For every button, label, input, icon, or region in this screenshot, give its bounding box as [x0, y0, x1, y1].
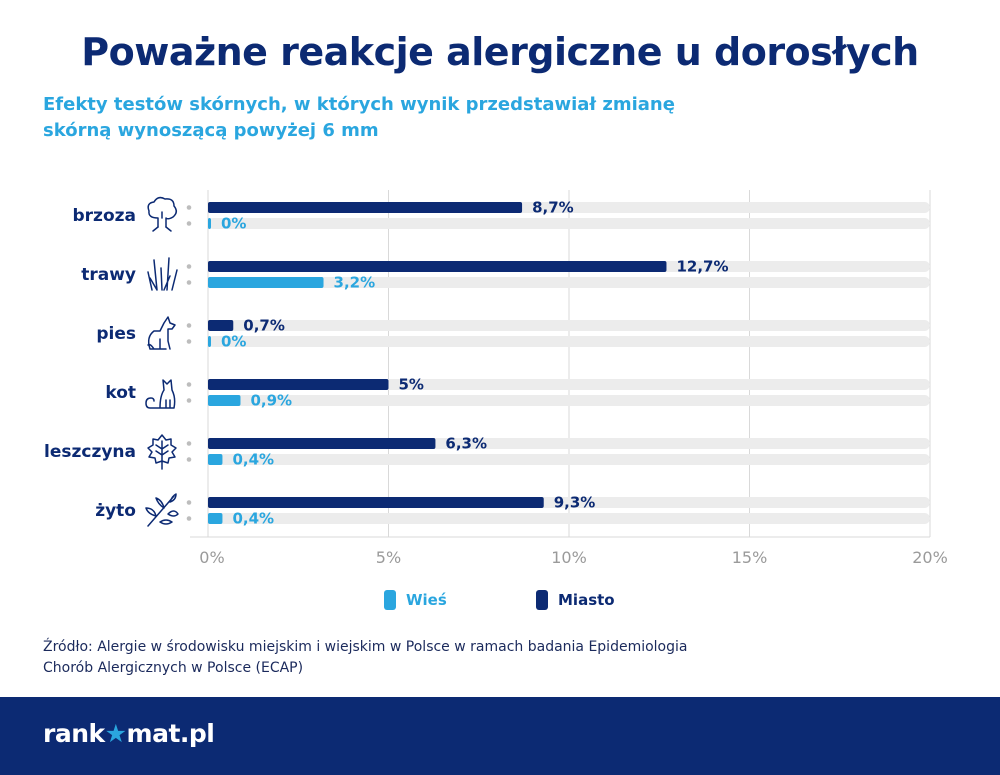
- bar-wies: [208, 454, 223, 465]
- bar-chart: 0% 5% 10% 15% 20% brzoza 8,7% 0% trawy 12,7% 3,2% p…: [44, 190, 948, 567]
- bar-track: [208, 513, 930, 524]
- dog-icon: [147, 316, 176, 350]
- subtitle-line-2: skórną wynoszącą powyżej 6 mm: [43, 120, 379, 141]
- logo-text-part2: mat.pl: [126, 719, 215, 748]
- row-tick-dot: [186, 323, 192, 328]
- cat-icon: [145, 379, 176, 409]
- bar-track: [208, 320, 930, 331]
- value-label-miasto: 6,3%: [445, 435, 487, 453]
- row-tick-dot: [186, 398, 192, 403]
- legend-swatch-miasto: [536, 590, 548, 610]
- row-tick-dot: [186, 221, 192, 226]
- source-line-1: Źródło: Alergie w środowisku miejskim i …: [43, 639, 688, 655]
- bar-track: [208, 218, 930, 229]
- value-label-wies: 0%: [221, 215, 246, 233]
- row-tick-dot: [186, 441, 192, 446]
- category-label: leszczyna: [44, 442, 136, 462]
- leaf-icon: [147, 434, 177, 470]
- row-tick-dot: [186, 264, 192, 269]
- bar-miasto: [208, 438, 436, 449]
- x-tick-label: 0%: [199, 548, 224, 567]
- row-tick-dot: [186, 516, 192, 521]
- value-label-miasto: 5%: [399, 376, 424, 394]
- row-tick-dot: [186, 339, 192, 344]
- category-label: pies: [96, 324, 136, 344]
- bar-miasto: [208, 261, 667, 272]
- category-label: trawy: [81, 265, 136, 285]
- bar-wies: [208, 395, 241, 406]
- subtitle-line-1: Efekty testów skórnych, w których wynik …: [43, 94, 675, 115]
- value-label-miasto: 8,7%: [532, 199, 574, 217]
- value-label-wies: 3,2%: [334, 274, 376, 292]
- value-label-wies: 0,9%: [250, 392, 292, 410]
- value-label-wies: 0%: [221, 333, 246, 351]
- bar-miasto: [208, 320, 234, 331]
- legend-swatch-wies: [384, 590, 396, 610]
- value-label-miasto: 12,7%: [676, 258, 728, 276]
- bar-wies: [208, 218, 211, 229]
- row-tick-dot: [186, 457, 192, 462]
- bar-miasto: [208, 379, 389, 390]
- bar-miasto: [208, 202, 523, 213]
- footer-bar: rank★mat.pl: [0, 697, 1000, 775]
- x-tick-label: 10%: [551, 548, 587, 567]
- value-label-wies: 0,4%: [232, 451, 274, 469]
- legend-label-miasto: Miasto: [558, 591, 615, 609]
- chart-title: Poważne reakcje alergiczne u dorosłych: [81, 30, 919, 74]
- x-tick-label: 5%: [376, 548, 401, 567]
- category-label: żyto: [95, 501, 136, 521]
- source-note: Źródło: Alergie w środowisku miejskim i …: [43, 637, 843, 679]
- bar-miasto: [208, 497, 544, 508]
- bar-wies: [208, 336, 211, 347]
- star-icon: ★: [104, 719, 127, 748]
- grass-icon: [147, 257, 178, 291]
- x-tick-label: 15%: [732, 548, 768, 567]
- bar-track: [208, 336, 930, 347]
- row-tick-dot: [186, 500, 192, 505]
- legend-item-wies: Wieś: [384, 590, 447, 610]
- x-tick-label: 20%: [912, 548, 948, 567]
- bar-track: [208, 454, 930, 465]
- row-tick-dot: [186, 382, 192, 387]
- row-tick-dot: [186, 205, 192, 210]
- bar-track: [208, 395, 930, 406]
- tree-icon: [147, 196, 177, 232]
- bar-wies: [208, 513, 223, 524]
- chart-subtitle: Efekty testów skórnych, w których wynik …: [43, 92, 803, 144]
- legend-label-wies: Wieś: [406, 591, 447, 609]
- category-label: brzoza: [73, 206, 137, 226]
- row-tick-dot: [186, 280, 192, 285]
- source-line-2: Chorób Alergicznych w Polsce (ECAP): [43, 660, 304, 676]
- value-label-wies: 0,4%: [232, 510, 274, 528]
- value-label-miasto: 9,3%: [554, 494, 596, 512]
- brand-logo[interactable]: rank★mat.pl: [43, 719, 215, 748]
- bar-wies: [208, 277, 324, 288]
- rye-icon: [145, 493, 179, 527]
- logo-text-part1: rank: [43, 719, 105, 748]
- value-label-miasto: 0,7%: [243, 317, 285, 335]
- bar-track: [208, 277, 930, 288]
- category-label: kot: [105, 383, 136, 403]
- legend-item-miasto: Miasto: [536, 590, 615, 610]
